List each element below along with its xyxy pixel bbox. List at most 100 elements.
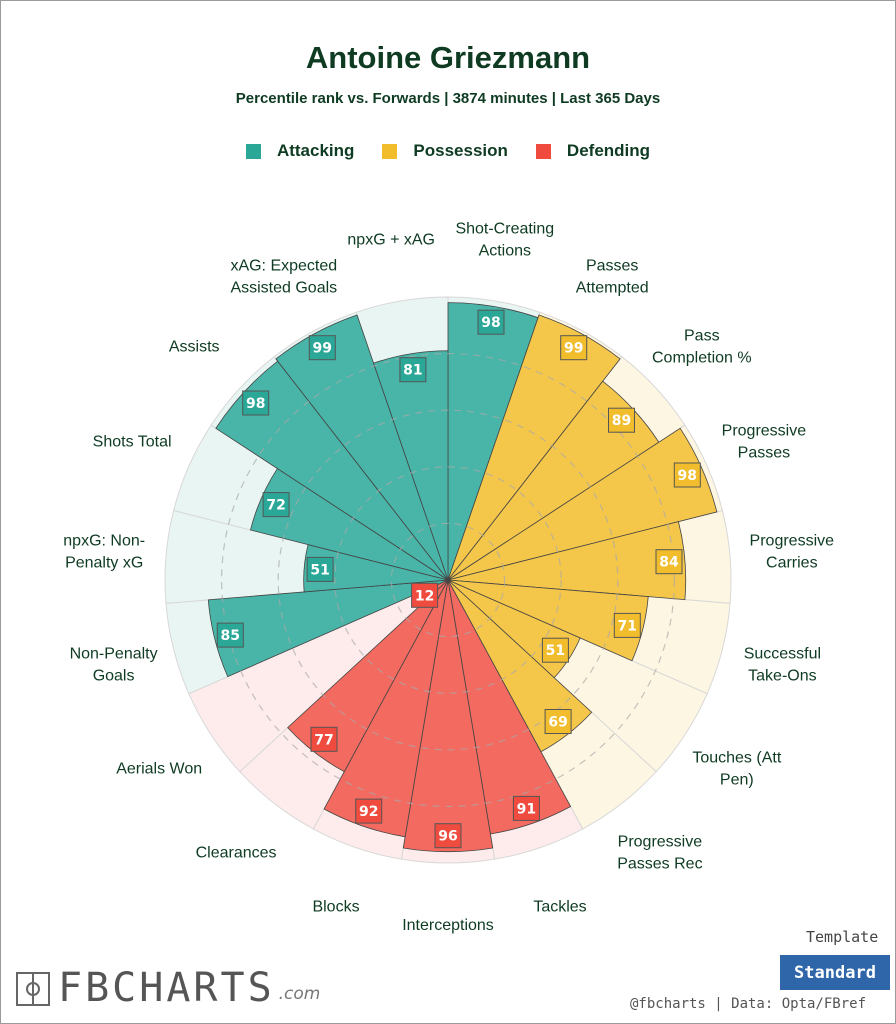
value-box-2 — [608, 407, 635, 433]
value-text-8: 91 — [517, 801, 536, 817]
grid-rings — [221, 353, 675, 807]
grid-ring-3 — [221, 353, 675, 807]
param-label-14: npxG: Non- Penalty xG — [63, 533, 145, 572]
value-box-8 — [512, 795, 540, 821]
param-label-line-2-1: Completion % — [652, 349, 752, 366]
param-label-line-0-1: Actions — [479, 243, 531, 260]
pitch-icon — [16, 972, 50, 1006]
param-label-4: Progressive Carries — [750, 533, 835, 572]
param-label-line-7-0: Progressive — [618, 833, 703, 850]
param-label-13: Non-Penalty Goals — [70, 646, 158, 685]
template-button[interactable]: Standard — [780, 955, 890, 990]
value-text-0: 98 — [481, 315, 500, 331]
value-label-16: 98 — [242, 390, 270, 416]
bar-wedge-18 — [373, 350, 449, 581]
legend-label-possession: Possession — [413, 141, 508, 160]
value-text-10: 92 — [359, 804, 378, 820]
param-label-line-14-1: Penalty xG — [65, 555, 143, 572]
fbcharts-logo: FBCHARTS .com — [16, 965, 321, 1011]
param-label-5: Successful Take-Ons — [744, 646, 821, 685]
param-label-17: xAG: Expected Assisted Goals — [230, 258, 337, 297]
value-label-4: 84 — [655, 549, 683, 575]
param-labels: Shot-Creating Actions Passes Attempted Pass C… — [63, 221, 834, 934]
param-label-line-3-1: Passes — [738, 444, 790, 461]
value-box-12 — [411, 582, 439, 608]
value-text-1: 99 — [564, 341, 583, 357]
value-label-0: 98 — [477, 309, 505, 335]
value-label-10: 92 — [355, 798, 383, 824]
legend-swatch-possession — [382, 143, 398, 159]
value-label-13: 85 — [216, 622, 244, 648]
value-text-4: 84 — [659, 555, 679, 571]
value-text-13: 85 — [221, 628, 240, 644]
param-label-line-7-1: Passes Rec — [617, 855, 702, 872]
legend-swatch-attacking — [245, 143, 261, 159]
legend-label-attacking: Attacking — [276, 141, 355, 160]
param-label-6: Touches (Att Pen) — [692, 750, 781, 789]
bar-wedge-17 — [275, 314, 449, 581]
value-box-6 — [541, 637, 569, 663]
param-label-line-2-0: Pass — [684, 327, 720, 344]
param-label-line-3-0: Progressive — [722, 422, 807, 439]
legend-swatch-defending — [535, 143, 551, 159]
legend: Attacking Possession Defending — [0, 141, 896, 161]
value-label-12: 12 — [411, 582, 439, 608]
logo-text: FBCHARTS — [58, 965, 275, 1011]
value-box-18 — [399, 357, 427, 383]
bar-wedge-13 — [207, 579, 449, 678]
value-box-0 — [477, 309, 505, 335]
value-label-11: 77 — [310, 726, 338, 752]
value-text-16: 98 — [246, 396, 265, 412]
value-text-9: 96 — [438, 829, 457, 845]
param-label-line-8-0: Tackles — [533, 898, 586, 915]
legend-item-attacking: Attacking — [245, 141, 355, 161]
param-label-11: Clearances — [196, 844, 277, 861]
value-label-1: 99 — [560, 335, 588, 361]
param-label-line-1-0: Passes — [586, 258, 638, 275]
param-label-line-13-0: Non-Penalty — [70, 646, 158, 663]
chart-subtitle: Percentile rank vs. Forwards | 3874 minu… — [235, 90, 661, 107]
param-label-line-15-0: Shots Total — [93, 433, 172, 450]
param-label-line-6-1: Pen) — [720, 772, 754, 789]
grid-ring-1 — [334, 466, 562, 694]
template-label: Template — [806, 928, 879, 946]
legend-label-defending: Defending — [566, 141, 651, 160]
value-box-16 — [242, 390, 270, 416]
value-text-3: 98 — [678, 468, 697, 484]
value-box-7 — [544, 709, 572, 734]
param-label-line-17-0: xAG: Expected — [230, 258, 337, 275]
logo-domain: .com — [278, 984, 321, 1004]
value-text-14: 51 — [310, 562, 329, 578]
bar-wedge-10 — [323, 579, 449, 838]
bar-wedge-9 — [402, 579, 494, 853]
grid-ring-2 — [277, 409, 619, 751]
param-label-0: Shot-Creating Actions — [455, 221, 554, 260]
value-text-17: 99 — [313, 341, 332, 357]
value-box-1 — [560, 335, 588, 361]
param-label-line-5-0: Successful — [744, 646, 821, 663]
param-label-line-9-0: Interceptions — [402, 917, 494, 934]
param-label-line-6-0: Touches (Att — [692, 750, 781, 767]
value-box-17 — [308, 335, 336, 361]
param-label-line-4-1: Carries — [766, 555, 818, 572]
value-box-3 — [673, 462, 701, 488]
param-label-line-0-0: Shot-Creating — [455, 221, 554, 238]
value-label-15: 72 — [262, 492, 290, 518]
value-label-2: 89 — [608, 407, 635, 433]
value-label-7: 69 — [544, 709, 572, 734]
value-text-5: 71 — [618, 618, 637, 634]
param-label-10: Blocks — [312, 898, 359, 915]
bar-wedge-11 — [287, 579, 449, 773]
param-label-line-17-1: Assisted Goals — [230, 280, 337, 297]
value-box-5 — [613, 612, 641, 638]
value-box-11 — [310, 726, 338, 752]
param-label-line-14-0: npxG: Non- — [63, 533, 145, 550]
bar-wedge-4 — [447, 521, 687, 601]
bar-wedges — [207, 302, 718, 853]
value-box-4 — [655, 549, 683, 575]
param-label-2: Pass Completion % — [652, 327, 752, 366]
value-box-10 — [355, 798, 383, 824]
param-label-7: Progressive Passes Rec — [617, 833, 702, 872]
value-text-15: 72 — [266, 498, 285, 514]
value-labels: 98 99 89 98 84 71 51 69 91 96 92 77 12 85 51 72 98 99 81 — [216, 309, 701, 849]
